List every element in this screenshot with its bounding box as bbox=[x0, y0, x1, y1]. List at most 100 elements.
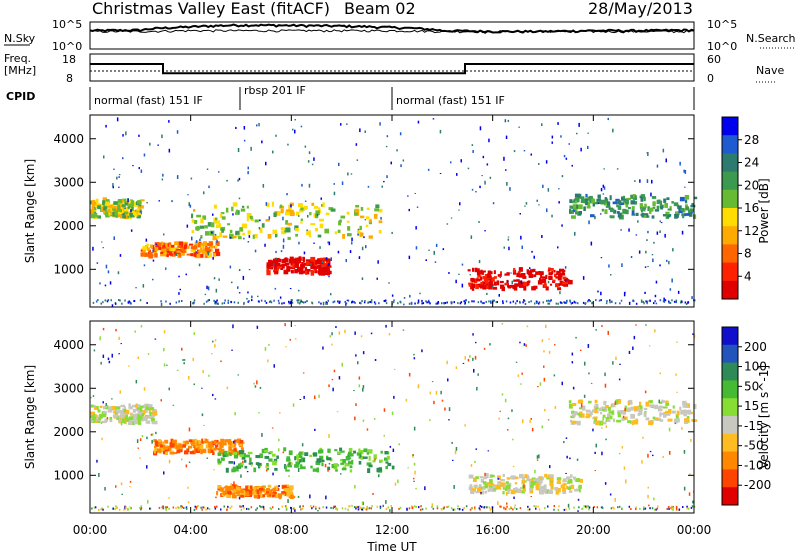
scatter-echo bbox=[632, 346, 634, 350]
heat-cell-5 bbox=[624, 209, 629, 215]
ground-clutter bbox=[371, 505, 373, 508]
heat-cell-3 bbox=[347, 226, 351, 231]
ground-clutter bbox=[230, 300, 232, 303]
scatter-echo bbox=[112, 183, 114, 187]
scatter-echo bbox=[413, 480, 415, 482]
heat-cell-2 bbox=[298, 270, 303, 275]
scatter-echo bbox=[333, 191, 336, 196]
heat-cell-2 bbox=[274, 270, 279, 274]
heat-cell-2 bbox=[301, 264, 304, 270]
scatter-echo bbox=[470, 464, 473, 467]
heat-cell-3 bbox=[215, 217, 218, 221]
scatter-echo bbox=[472, 357, 474, 361]
scatter-echo bbox=[394, 482, 397, 486]
heat-cell-3 bbox=[191, 213, 194, 219]
heat-cell-4 bbox=[493, 276, 497, 279]
scatter-echo bbox=[385, 324, 387, 328]
scatter-echo bbox=[123, 213, 125, 216]
heat-cell-4 bbox=[477, 275, 482, 278]
heat-cell-2 bbox=[287, 463, 292, 468]
ground-clutter bbox=[620, 299, 623, 302]
heat-cell-5 bbox=[690, 411, 693, 415]
heat-cell-4 bbox=[557, 479, 561, 484]
scatter-echo bbox=[446, 506, 448, 508]
scatter-echo bbox=[232, 213, 234, 216]
ground-clutter bbox=[693, 505, 696, 508]
scatter-echo bbox=[195, 251, 198, 253]
heat-cell-2 bbox=[266, 467, 269, 471]
heat-cell-2 bbox=[318, 266, 322, 271]
heat-cell-5 bbox=[691, 419, 694, 422]
heat-cell-5 bbox=[664, 203, 668, 208]
scatter-echo bbox=[379, 122, 381, 126]
scatter-echo bbox=[107, 270, 110, 274]
ground-clutter bbox=[425, 300, 427, 303]
ground-clutter bbox=[239, 505, 241, 508]
ground-clutter bbox=[557, 302, 559, 305]
scatter-echo bbox=[565, 157, 568, 160]
heat-cell-5 bbox=[587, 196, 592, 201]
scatter-echo bbox=[201, 387, 203, 389]
heat-cell-0 bbox=[139, 205, 144, 209]
heat-cell-3 bbox=[281, 484, 284, 489]
scatter-echo bbox=[508, 246, 510, 251]
heat-cell-4 bbox=[523, 281, 529, 287]
heat-cell-2 bbox=[298, 260, 302, 264]
scatter-echo bbox=[458, 209, 460, 211]
ground-clutter bbox=[385, 508, 388, 511]
scatter-echo bbox=[275, 257, 277, 260]
heat-cell-0 bbox=[137, 205, 141, 209]
velocity-heatmap bbox=[90, 323, 698, 512]
ground-clutter bbox=[653, 302, 655, 305]
ground-clutter bbox=[463, 300, 465, 303]
heat-cell-3 bbox=[193, 209, 196, 212]
heat-cell-4 bbox=[543, 484, 547, 490]
heat-cell-3 bbox=[194, 220, 198, 224]
heat-cell-0 bbox=[125, 417, 130, 420]
ground-clutter bbox=[353, 301, 355, 304]
heat-cell-3 bbox=[266, 490, 271, 494]
heat-cell-2 bbox=[270, 261, 273, 265]
heat-cell-3 bbox=[340, 215, 346, 219]
heat-cell-2 bbox=[261, 448, 267, 454]
heat-cell-4 bbox=[520, 486, 523, 490]
ground-clutter bbox=[354, 301, 356, 304]
heat-cell-2 bbox=[270, 262, 275, 267]
heat-cell-2 bbox=[244, 465, 248, 469]
heat-cell-2 bbox=[349, 465, 353, 469]
scatter-echo bbox=[145, 238, 148, 242]
heat-cell-0 bbox=[130, 412, 133, 416]
scatter-echo bbox=[214, 398, 217, 400]
heat-cell-0 bbox=[97, 215, 101, 219]
scatter-echo bbox=[198, 263, 201, 267]
ground-clutter bbox=[447, 505, 450, 508]
ground-clutter bbox=[437, 302, 440, 305]
heat-cell-3 bbox=[378, 229, 382, 234]
scatter-echo bbox=[689, 473, 691, 475]
scatter-echo bbox=[141, 435, 144, 438]
heat-cell-1 bbox=[178, 252, 181, 257]
ground-clutter bbox=[240, 508, 243, 511]
scatter-echo bbox=[176, 130, 179, 134]
scatter-echo bbox=[119, 390, 121, 394]
heat-cell-2 bbox=[243, 453, 246, 457]
x-tick-label: 04:00 bbox=[173, 523, 208, 537]
scatter-echo bbox=[212, 393, 214, 397]
scatter-echo bbox=[419, 292, 421, 295]
scatter-echo bbox=[92, 395, 95, 397]
heat-cell-0 bbox=[139, 407, 143, 412]
scatter-echo bbox=[187, 194, 189, 196]
ground-clutter bbox=[255, 508, 257, 511]
heat-cell-5 bbox=[610, 215, 615, 219]
heat-cell-5 bbox=[627, 400, 630, 406]
scatter-echo bbox=[507, 417, 510, 420]
ground-clutter bbox=[383, 300, 386, 302]
ground-clutter bbox=[270, 301, 273, 304]
heat-cell-3 bbox=[295, 233, 298, 237]
scatter-echo bbox=[480, 492, 482, 494]
power-heatmap bbox=[90, 117, 698, 308]
scatter-echo bbox=[354, 416, 356, 421]
heat-cell-2 bbox=[217, 452, 221, 456]
scatter-echo bbox=[290, 204, 292, 208]
